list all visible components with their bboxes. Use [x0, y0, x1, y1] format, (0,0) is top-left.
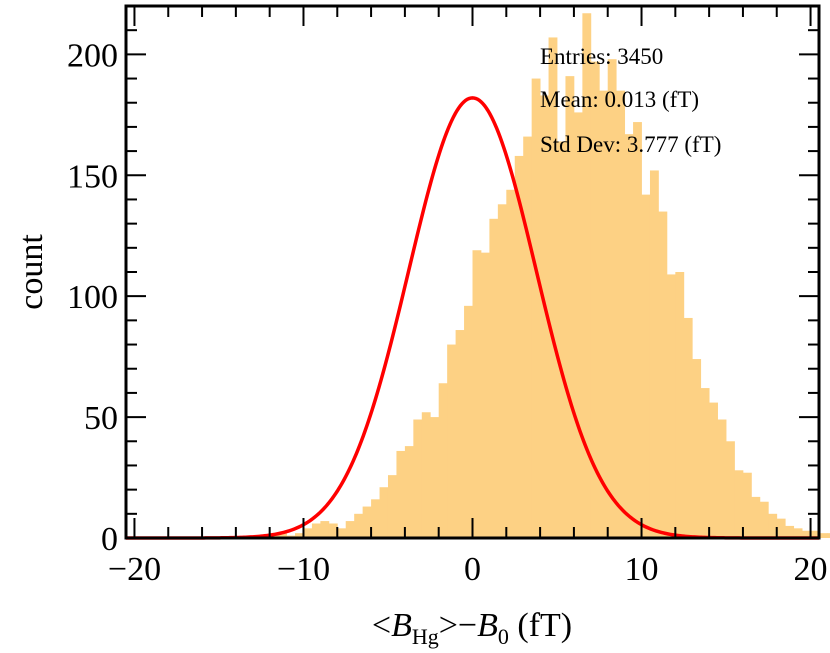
x-label-b1-sub: Hg	[412, 624, 439, 649]
histogram-bars	[269, 13, 830, 539]
histogram-bar	[819, 533, 828, 538]
histogram-bar	[573, 112, 583, 539]
histogram-bar	[311, 523, 321, 538]
histogram-bar	[641, 194, 651, 538]
histogram-bar	[666, 274, 676, 538]
histogram-bar	[371, 499, 380, 538]
histogram-bar	[810, 530, 820, 538]
histogram-bar	[624, 134, 634, 538]
histogram-bar	[531, 78, 541, 539]
histogram-bar	[506, 189, 516, 538]
histogram-bar	[633, 122, 642, 538]
histogram-bar	[548, 37, 558, 538]
x-label-b2-sub: 0	[498, 624, 509, 649]
histogram-bar	[354, 513, 364, 538]
histogram-bar	[709, 402, 718, 538]
stats-box: Entries: 3450 Mean: 0.013 (fT) Std Dev: …	[540, 44, 721, 157]
x-label-suffix: (fT)	[509, 607, 572, 644]
histogram-bar	[692, 359, 702, 538]
histogram-bar	[396, 450, 406, 538]
stats-entries: Entries: 3450	[540, 44, 663, 69]
histogram-bar	[582, 13, 592, 538]
histogram-bar	[514, 155, 524, 538]
histogram-bar	[717, 419, 727, 538]
histogram-bar	[489, 218, 499, 539]
stats-stddev: Std Dev: 3.777 (fT)	[540, 132, 721, 157]
histogram-bar	[278, 533, 287, 538]
histogram-bar	[768, 513, 778, 538]
histogram-bar	[438, 383, 448, 538]
histogram-bar	[295, 533, 304, 538]
histogram-bar	[455, 330, 465, 538]
x-tick-label: 0	[464, 551, 481, 588]
x-tick-label: −20	[108, 551, 161, 588]
histogram-bar	[379, 487, 389, 538]
histogram-bar	[616, 90, 626, 538]
histogram-bar	[726, 441, 735, 538]
histogram-bar	[599, 90, 609, 538]
histogram-bar	[421, 412, 431, 538]
histogram-bar	[683, 317, 693, 538]
histogram-bar	[328, 523, 338, 538]
histogram-bar	[387, 475, 397, 538]
histogram-bar	[413, 419, 423, 538]
y-tick-label: 100	[67, 279, 118, 316]
x-label-mid: >−	[439, 607, 477, 644]
x-tick-label: 20	[794, 551, 828, 588]
histogram-bar	[480, 252, 490, 538]
histogram-bar	[430, 417, 440, 538]
x-tick-label: 10	[625, 551, 659, 588]
y-tick-label: 150	[67, 158, 118, 195]
histogram-bar	[802, 530, 811, 538]
y-tick-label: 50	[84, 400, 118, 437]
x-label-b2: B	[477, 607, 498, 644]
histogram-bar	[776, 518, 786, 538]
histogram-bar	[675, 272, 685, 538]
histogram-bar	[362, 506, 372, 538]
histogram-bar	[658, 211, 668, 539]
histogram-bar	[404, 446, 414, 538]
histogram-bar	[464, 305, 473, 538]
histogram-bar	[742, 472, 752, 538]
histogram-bar	[447, 344, 456, 538]
x-tick-label: −10	[277, 551, 330, 588]
histogram-bar	[345, 521, 355, 538]
histogram-bar	[472, 250, 482, 539]
x-label-prefix: <	[372, 607, 391, 644]
histogram-bar	[793, 528, 803, 538]
histogram-bar	[337, 528, 347, 538]
histogram-bar	[759, 501, 769, 538]
histogram-bar	[303, 528, 313, 538]
stats-mean: Mean: 0.013 (fT)	[540, 87, 699, 112]
histogram-bar	[607, 59, 617, 538]
histogram-bar	[734, 470, 744, 538]
plot-frame	[124, 4, 821, 540]
histogram-bar	[523, 136, 533, 538]
y-axis-label: count	[13, 234, 50, 310]
y-tick-label: 200	[67, 37, 118, 74]
histogram-bar	[649, 170, 659, 538]
histogram-bar	[827, 533, 830, 538]
histogram-bar	[540, 95, 549, 538]
histogram-bar	[785, 525, 795, 538]
x-label-b1: B	[391, 607, 412, 644]
histogram-bar	[557, 141, 566, 539]
x-axis-label: <BHg>−B0 (fT)	[372, 607, 572, 649]
histogram-bar	[700, 388, 710, 538]
histogram-bar	[320, 521, 330, 538]
y-tick-label: 0	[101, 521, 118, 558]
histogram-bar	[751, 496, 761, 538]
histogram-bar	[497, 204, 507, 539]
histogram-bar	[590, 61, 600, 539]
histogram-bar	[565, 76, 575, 538]
axis-ticks	[126, 5, 819, 539]
